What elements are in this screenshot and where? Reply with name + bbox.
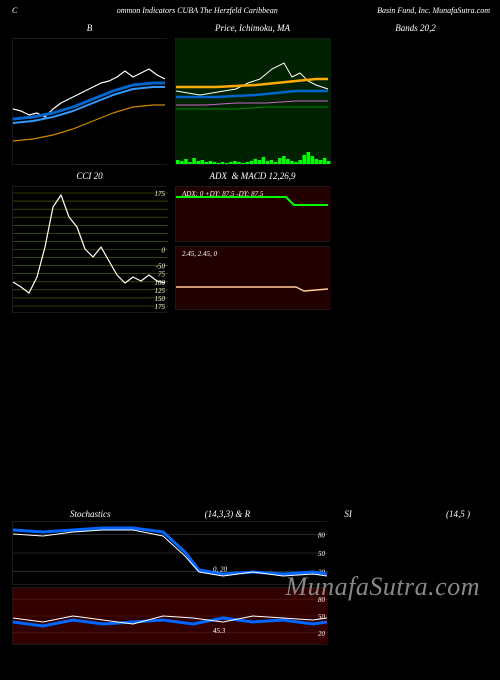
title-macd: & MACD 12,26,9 [232,171,296,181]
title-adx-macd: ADX & MACD 12,26,9 [175,171,330,183]
svg-text:75: 75 [158,271,166,279]
page-header: C ommon Indicators CUBA The Herzfeld Car… [0,0,500,23]
svg-text:150: 150 [155,295,166,303]
stoch-params: (14,3,3) & R [205,509,251,519]
svg-text:-50: -50 [156,263,166,271]
svg-text:50: 50 [318,550,326,558]
title-cci: CCI 20 [12,171,167,183]
chart-cci: 1750-5075100125150175 [12,186,167,313]
chart-bands-empty [338,38,493,163]
chart-price-b [12,38,167,165]
svg-text:45.3: 45.3 [213,627,226,635]
chart-rsi: 80 50 20 45.3 [12,587,327,645]
svg-text:175: 175 [155,190,166,198]
row-3: 80 50 20 0, 20 80 50 20 45.3 [0,521,500,645]
chart-adx: ADX: 0 +DY: 87.5 -DY: 87.5 [175,186,330,242]
stoch-label: Stochastics [70,509,111,519]
chart-stoch: 8050200, 20 [12,521,327,585]
svg-text:0: 0 [162,247,166,255]
header-left: C [12,6,17,15]
title-bands: Bands 20,2 [338,23,493,35]
panel-adx-macd: ADX & MACD 12,26,9 ADX: 0 +DY: 87.5 -DY:… [175,171,330,313]
svg-text:80: 80 [318,596,326,604]
spacer [0,319,500,509]
panel-bands: Bands 20,2 [338,23,493,165]
macd-readout: 2.45, 2.45, 0 [182,250,217,258]
title-price-b: B [12,23,167,35]
si-label: SI [344,509,352,519]
chart-price-ma [175,38,330,165]
svg-text:80: 80 [318,531,326,539]
svg-text:50: 50 [318,613,326,621]
si-params: (14,5 ) [446,509,470,519]
panel-price-b: B [12,23,167,165]
stoch-header: Stochastics (14,3,3) & R SI (14,5 ) [0,509,500,519]
header-mid: ommon Indicators CUBA The Herzfeld Carib… [117,6,278,15]
svg-text:125: 125 [155,287,166,295]
title-price-ma: Price, Ichimoku, MA [175,23,330,35]
panel-price-ma: Price, Ichimoku, MA [175,23,330,165]
chart-macd: 2.45, 2.45, 0 [175,246,330,310]
title-adx: ADX [210,171,232,181]
row-2: CCI 20 1750-5075100125150175 ADX & MACD … [0,171,500,313]
svg-text:0, 20: 0, 20 [213,566,228,574]
adx-readout: ADX: 0 +DY: 87.5 -DY: 87.5 [182,190,263,198]
svg-text:175: 175 [155,303,166,311]
panel-cci: CCI 20 1750-5075100125150175 [12,171,167,313]
svg-text:20: 20 [318,630,326,638]
header-right: Basin Fund, Inc. MunafaSutra.com [377,6,490,15]
row-1: B Price, Ichimoku, MA Bands 20,2 [0,23,500,165]
